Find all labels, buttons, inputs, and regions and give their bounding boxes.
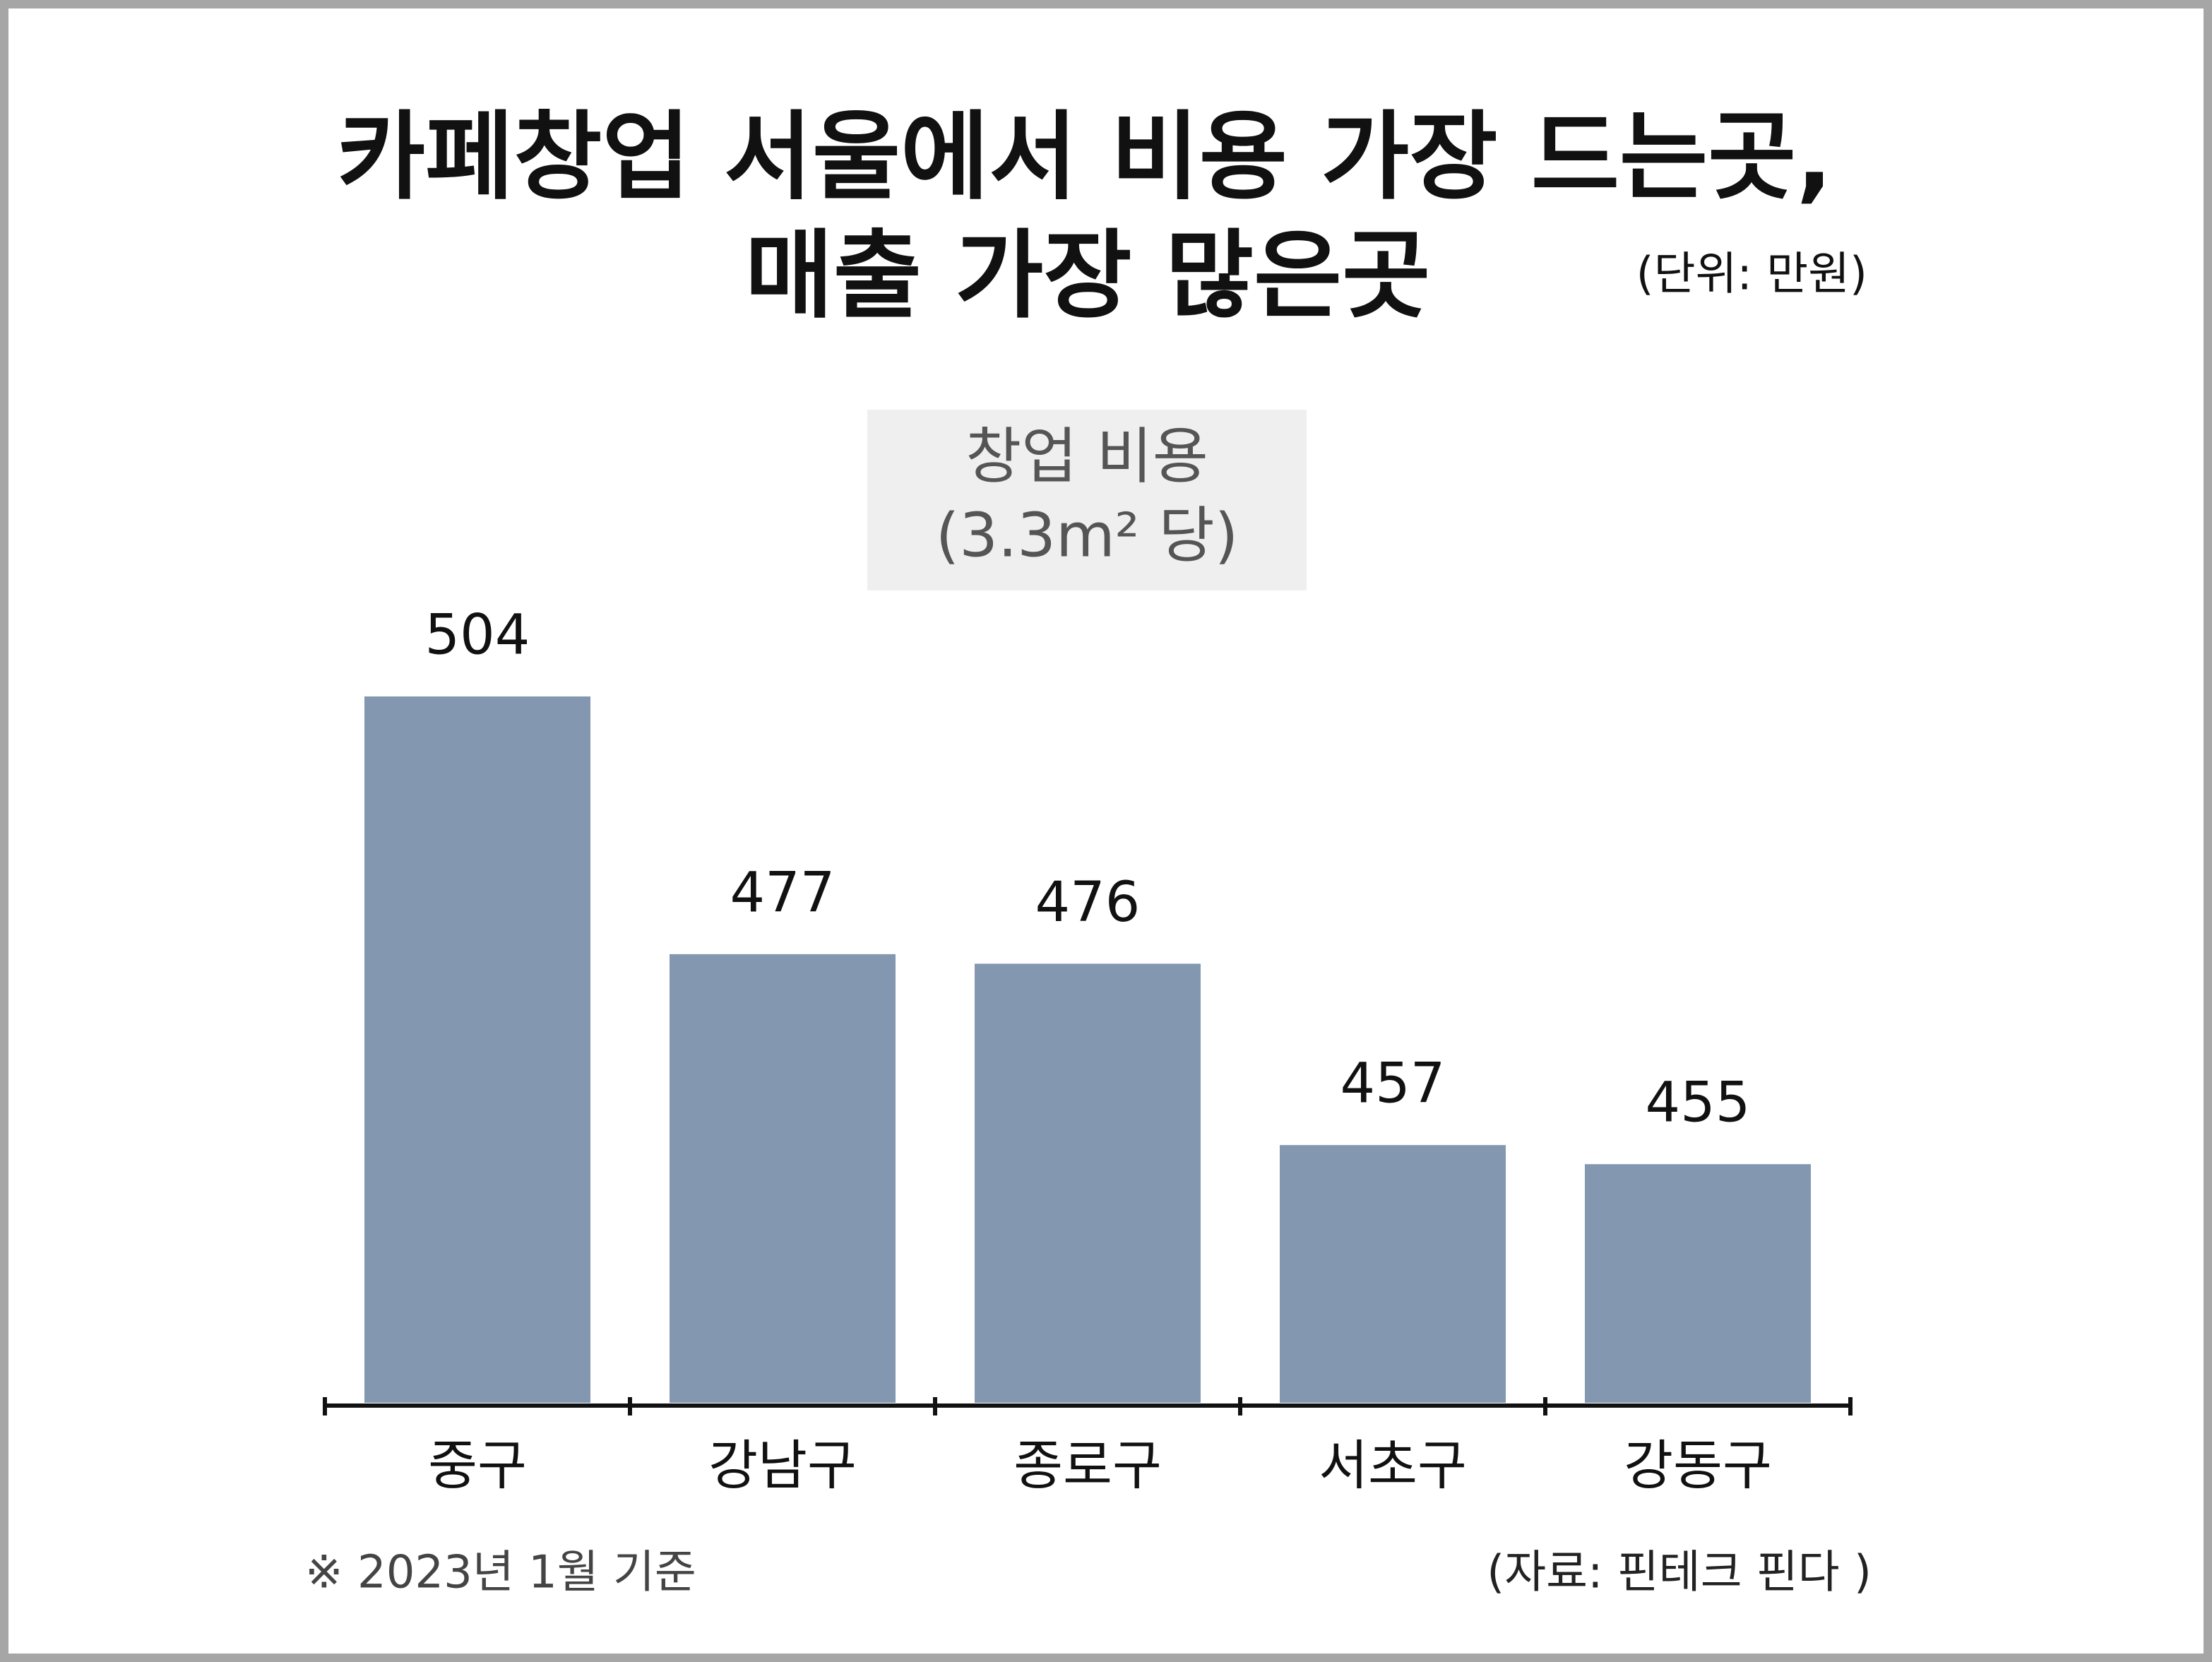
- bar: [975, 963, 1201, 1403]
- bar: [1585, 1164, 1811, 1403]
- value-label: 455: [1646, 1072, 1751, 1135]
- unit-label: (단위: 만원): [1636, 249, 1867, 301]
- bar: [670, 954, 896, 1403]
- label-box: [867, 410, 1307, 590]
- x-tick-label: 강남구: [708, 1434, 857, 1497]
- x-tick-label: 서초구: [1319, 1434, 1467, 1497]
- series-label: 창업 비용: [965, 421, 1208, 492]
- series-label: (3.3m² 당): [936, 500, 1239, 571]
- x-tick-label: 강동구: [1624, 1434, 1772, 1497]
- value-label: 477: [730, 861, 836, 925]
- x-tick-label: 종로구: [1013, 1434, 1162, 1497]
- value-label: 476: [1035, 871, 1141, 934]
- chart-title: 카페창업 서울에서 비용 가장 드는곳,: [337, 102, 1833, 213]
- note: ※ 2023년 1월 기준: [305, 1547, 696, 1599]
- value-label: 504: [425, 603, 530, 667]
- x-tick-label: 중구: [428, 1434, 527, 1497]
- bar: [1280, 1145, 1506, 1403]
- chart-title: 매출 가장 많은곳: [745, 220, 1431, 332]
- bar: [364, 696, 590, 1403]
- value-label: 457: [1340, 1052, 1446, 1116]
- source: (자료: 핀테크 핀다 ): [1487, 1547, 1872, 1599]
